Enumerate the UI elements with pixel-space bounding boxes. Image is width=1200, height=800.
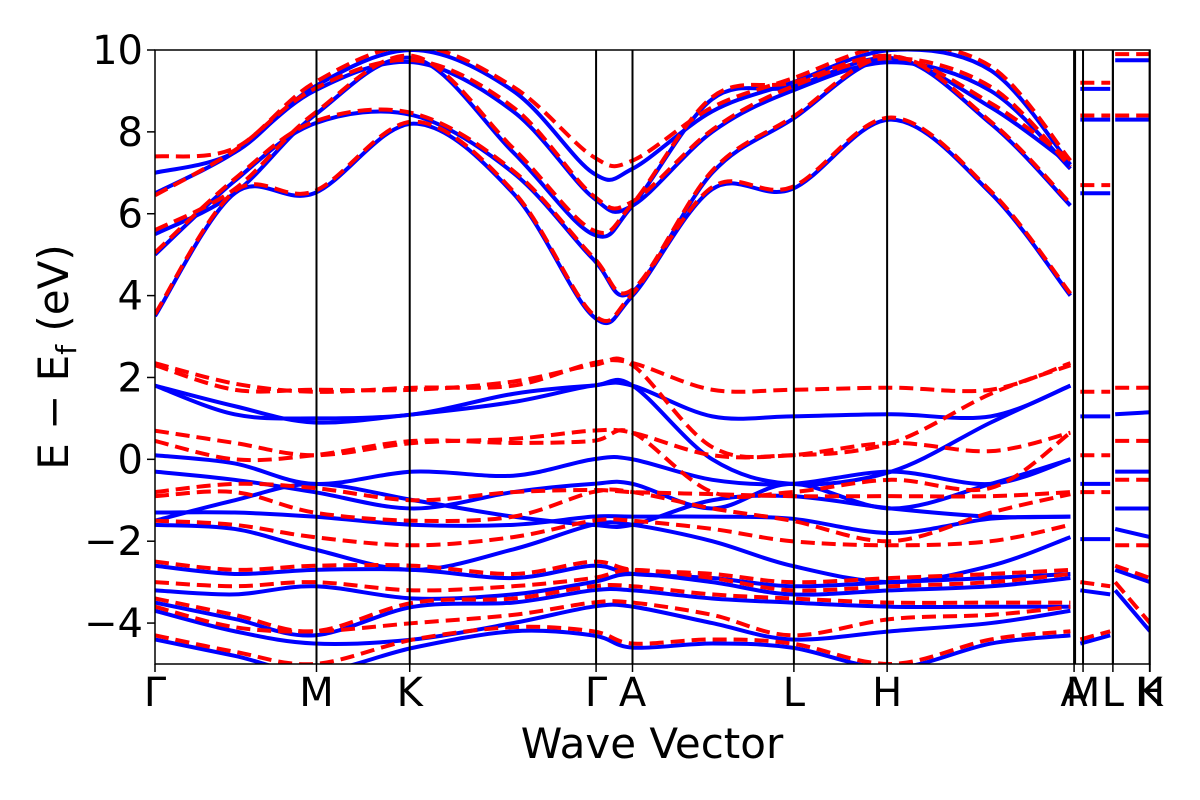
band-line-dashed bbox=[155, 624, 1071, 664]
band-line-dashed bbox=[155, 53, 1072, 235]
kpoint-label: Γ bbox=[585, 670, 608, 716]
band-line-dashed bbox=[155, 559, 1071, 585]
band-line-solid bbox=[1114, 526, 1150, 540]
band-line-dashed bbox=[155, 481, 1071, 503]
y-tick-label: −4 bbox=[84, 601, 143, 647]
kpoint-label: K bbox=[1136, 670, 1164, 716]
y-tick-label: −2 bbox=[84, 519, 143, 565]
plot-frame bbox=[154, 49, 1151, 665]
kpoint-label: H bbox=[872, 670, 902, 716]
y-tick-label: 6 bbox=[118, 192, 143, 238]
y-axis-label: E − Ef (eV) bbox=[29, 244, 83, 470]
kpoint-label: Γ bbox=[144, 670, 167, 716]
band-line-solid bbox=[155, 628, 1071, 664]
y-tick-label: 2 bbox=[118, 355, 143, 401]
y-tick-label: 0 bbox=[118, 437, 143, 483]
kpoint-label: M bbox=[1066, 670, 1101, 716]
kpoint-label: K bbox=[397, 670, 425, 716]
band-line-solid bbox=[155, 457, 1071, 511]
band-line-solid bbox=[1079, 633, 1111, 646]
band-line-solid bbox=[155, 571, 1071, 601]
kpoint-label: L bbox=[1102, 670, 1125, 716]
y-axis-label-main: E − E bbox=[29, 355, 78, 470]
band-line-solid bbox=[155, 59, 1072, 214]
band-line-dashed bbox=[155, 599, 1071, 638]
band-line-dashed bbox=[1079, 629, 1111, 642]
kpoint-lines-group bbox=[315, 50, 1151, 664]
band-line-solid bbox=[155, 481, 1071, 529]
band-line-dashed bbox=[155, 567, 1071, 593]
y-tick-label: 10 bbox=[92, 28, 143, 74]
band-line-solid bbox=[1113, 589, 1150, 633]
band-line-dashed bbox=[155, 487, 1071, 544]
y-tick-label: 8 bbox=[118, 110, 143, 156]
x-ticks-group: Γ M K Γ A L H AM L KH bbox=[144, 664, 1165, 716]
band-line-dashed bbox=[155, 56, 1072, 211]
y-axis-label-unit: (eV) bbox=[29, 244, 78, 345]
kpoint-label: M bbox=[299, 670, 334, 716]
kpoint-label: L bbox=[783, 670, 806, 716]
band-line-solid bbox=[155, 587, 1071, 638]
band-line-dashed bbox=[155, 428, 1072, 499]
y-axis-label-subscript: f bbox=[50, 344, 83, 355]
band-line-solid bbox=[1114, 567, 1150, 585]
band-line-dashed bbox=[155, 50, 1072, 169]
y-tick-label: 4 bbox=[118, 274, 143, 320]
band-line-solid bbox=[155, 510, 1071, 536]
kpoint-label: A bbox=[1060, 670, 1088, 716]
y-ticks-group: −4 −2 0 2 4 6 8 10 bbox=[84, 28, 155, 647]
band-line-dashed bbox=[155, 115, 1072, 323]
kpoint-label: A bbox=[619, 670, 647, 716]
bands-group bbox=[155, 50, 1150, 664]
band-line-solid bbox=[155, 563, 1071, 589]
band-line-dashed bbox=[155, 517, 1071, 548]
x-axis-label: Wave Vector bbox=[521, 719, 784, 768]
band-line-dashed bbox=[1113, 580, 1150, 625]
band-line-solid bbox=[155, 50, 1072, 182]
band-line-dashed bbox=[1080, 580, 1111, 589]
band-line-solid bbox=[1080, 588, 1111, 597]
band-line-dashed bbox=[155, 356, 1072, 460]
band-line-dashed bbox=[1114, 563, 1150, 580]
band-line-solid bbox=[1115, 410, 1150, 417]
band-line-solid bbox=[155, 602, 1071, 646]
kpoint-label: H bbox=[1135, 670, 1165, 716]
band-line-solid bbox=[155, 377, 1072, 487]
